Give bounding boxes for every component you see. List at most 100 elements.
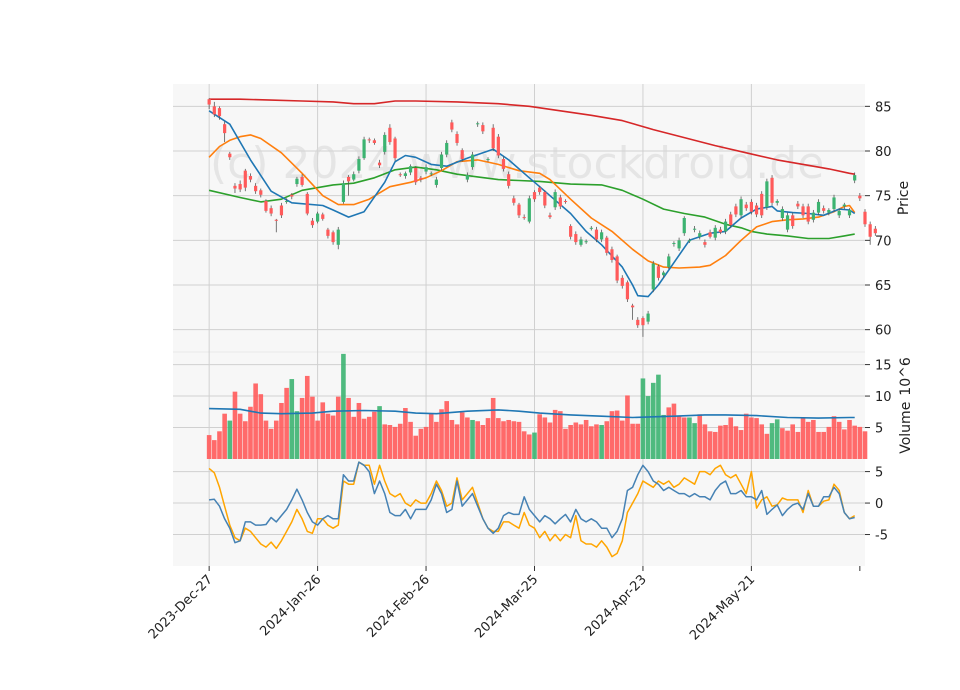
candle [248, 173, 253, 183]
candle-body [698, 233, 702, 237]
volume-bar [563, 428, 568, 459]
candle-body [527, 198, 531, 222]
candle-body [522, 217, 526, 219]
candle-body [661, 272, 666, 276]
volume-axis-label: Volume 10^6 [898, 357, 914, 454]
candle-body [718, 229, 723, 233]
candle [863, 209, 867, 227]
candle-body [729, 214, 733, 226]
volume-ma-line [209, 407, 855, 419]
candle [734, 203, 738, 218]
volume-bar [733, 426, 739, 459]
volume-bar [227, 420, 233, 459]
candle-body [682, 218, 686, 234]
candle-body [290, 194, 294, 197]
volume-bar [242, 421, 248, 459]
candle-body [538, 187, 542, 193]
volume-bar [372, 411, 377, 459]
candle-body [315, 213, 320, 222]
volume-axis-label-text: Volume [898, 402, 914, 454]
candle-body [367, 139, 371, 141]
candle-body [517, 204, 521, 216]
volume-bar [532, 432, 537, 459]
candle-body [403, 173, 407, 177]
volume-bar [816, 431, 821, 459]
volume-bar [537, 414, 542, 459]
volume-bar [712, 431, 718, 459]
volume-bar [392, 426, 398, 459]
volume-bar [619, 420, 625, 459]
candle-body [651, 263, 655, 290]
candle [853, 172, 857, 184]
candle-body [352, 174, 356, 180]
candle [341, 180, 346, 204]
candle [543, 190, 547, 209]
candle [408, 164, 413, 176]
volume-bar [501, 421, 506, 459]
candle-body [429, 173, 433, 175]
candle [476, 121, 480, 127]
candle [873, 226, 877, 236]
candle-body [656, 266, 661, 278]
candle-body [553, 192, 557, 208]
candle-body [734, 206, 738, 215]
candle [465, 172, 469, 183]
candle-body [641, 318, 645, 326]
volume-bar [723, 425, 728, 459]
candle-body [822, 208, 826, 211]
candle-body [326, 229, 330, 236]
candle [631, 303, 635, 320]
candle-body [853, 175, 857, 181]
candle [842, 202, 846, 210]
candle [300, 174, 304, 187]
volume-bar [496, 418, 501, 459]
volume-bar [325, 413, 331, 459]
price-tick-label: 70 [875, 234, 892, 249]
volume-bar [248, 406, 253, 459]
volume-bar [769, 423, 775, 459]
candle-body [703, 242, 707, 245]
ma-short-line [208, 110, 856, 298]
volume-bar [666, 407, 672, 459]
candle [388, 124, 392, 145]
candle-body [868, 224, 872, 237]
candle [295, 176, 299, 187]
candle [615, 254, 619, 284]
volume-bar [697, 414, 703, 459]
candle-body [615, 256, 619, 281]
volume-bar [847, 419, 852, 459]
volume-bar [273, 420, 279, 459]
volume-bar [594, 424, 599, 459]
volume-bar [263, 420, 269, 459]
candle-body [259, 190, 263, 195]
candle [223, 121, 227, 143]
candle [687, 238, 692, 244]
candle-body [847, 209, 852, 216]
candle [238, 180, 242, 193]
candle-body [393, 138, 397, 159]
candle [770, 175, 774, 206]
candle-body [434, 179, 438, 185]
volume-bar [444, 401, 450, 459]
volume-bar [759, 424, 765, 459]
candle-body [708, 232, 712, 237]
candle [445, 140, 449, 158]
candle-body [775, 201, 779, 203]
candle [331, 230, 335, 245]
candle-body [445, 142, 449, 155]
candle-body [243, 170, 247, 188]
candle-body [584, 241, 588, 243]
date-tick-label: 2024-Feb-26 [364, 572, 433, 641]
candle [486, 157, 490, 162]
candle [470, 151, 475, 170]
candle [579, 236, 583, 247]
candle [832, 194, 836, 212]
ma-mid-line [208, 134, 856, 269]
oscillator-tick-label: 5 [875, 466, 883, 481]
volume-axis-unit: 10^6 [898, 357, 914, 396]
candle [310, 218, 315, 228]
candle-body [470, 154, 475, 168]
candle [326, 227, 330, 239]
candle [868, 221, 872, 245]
